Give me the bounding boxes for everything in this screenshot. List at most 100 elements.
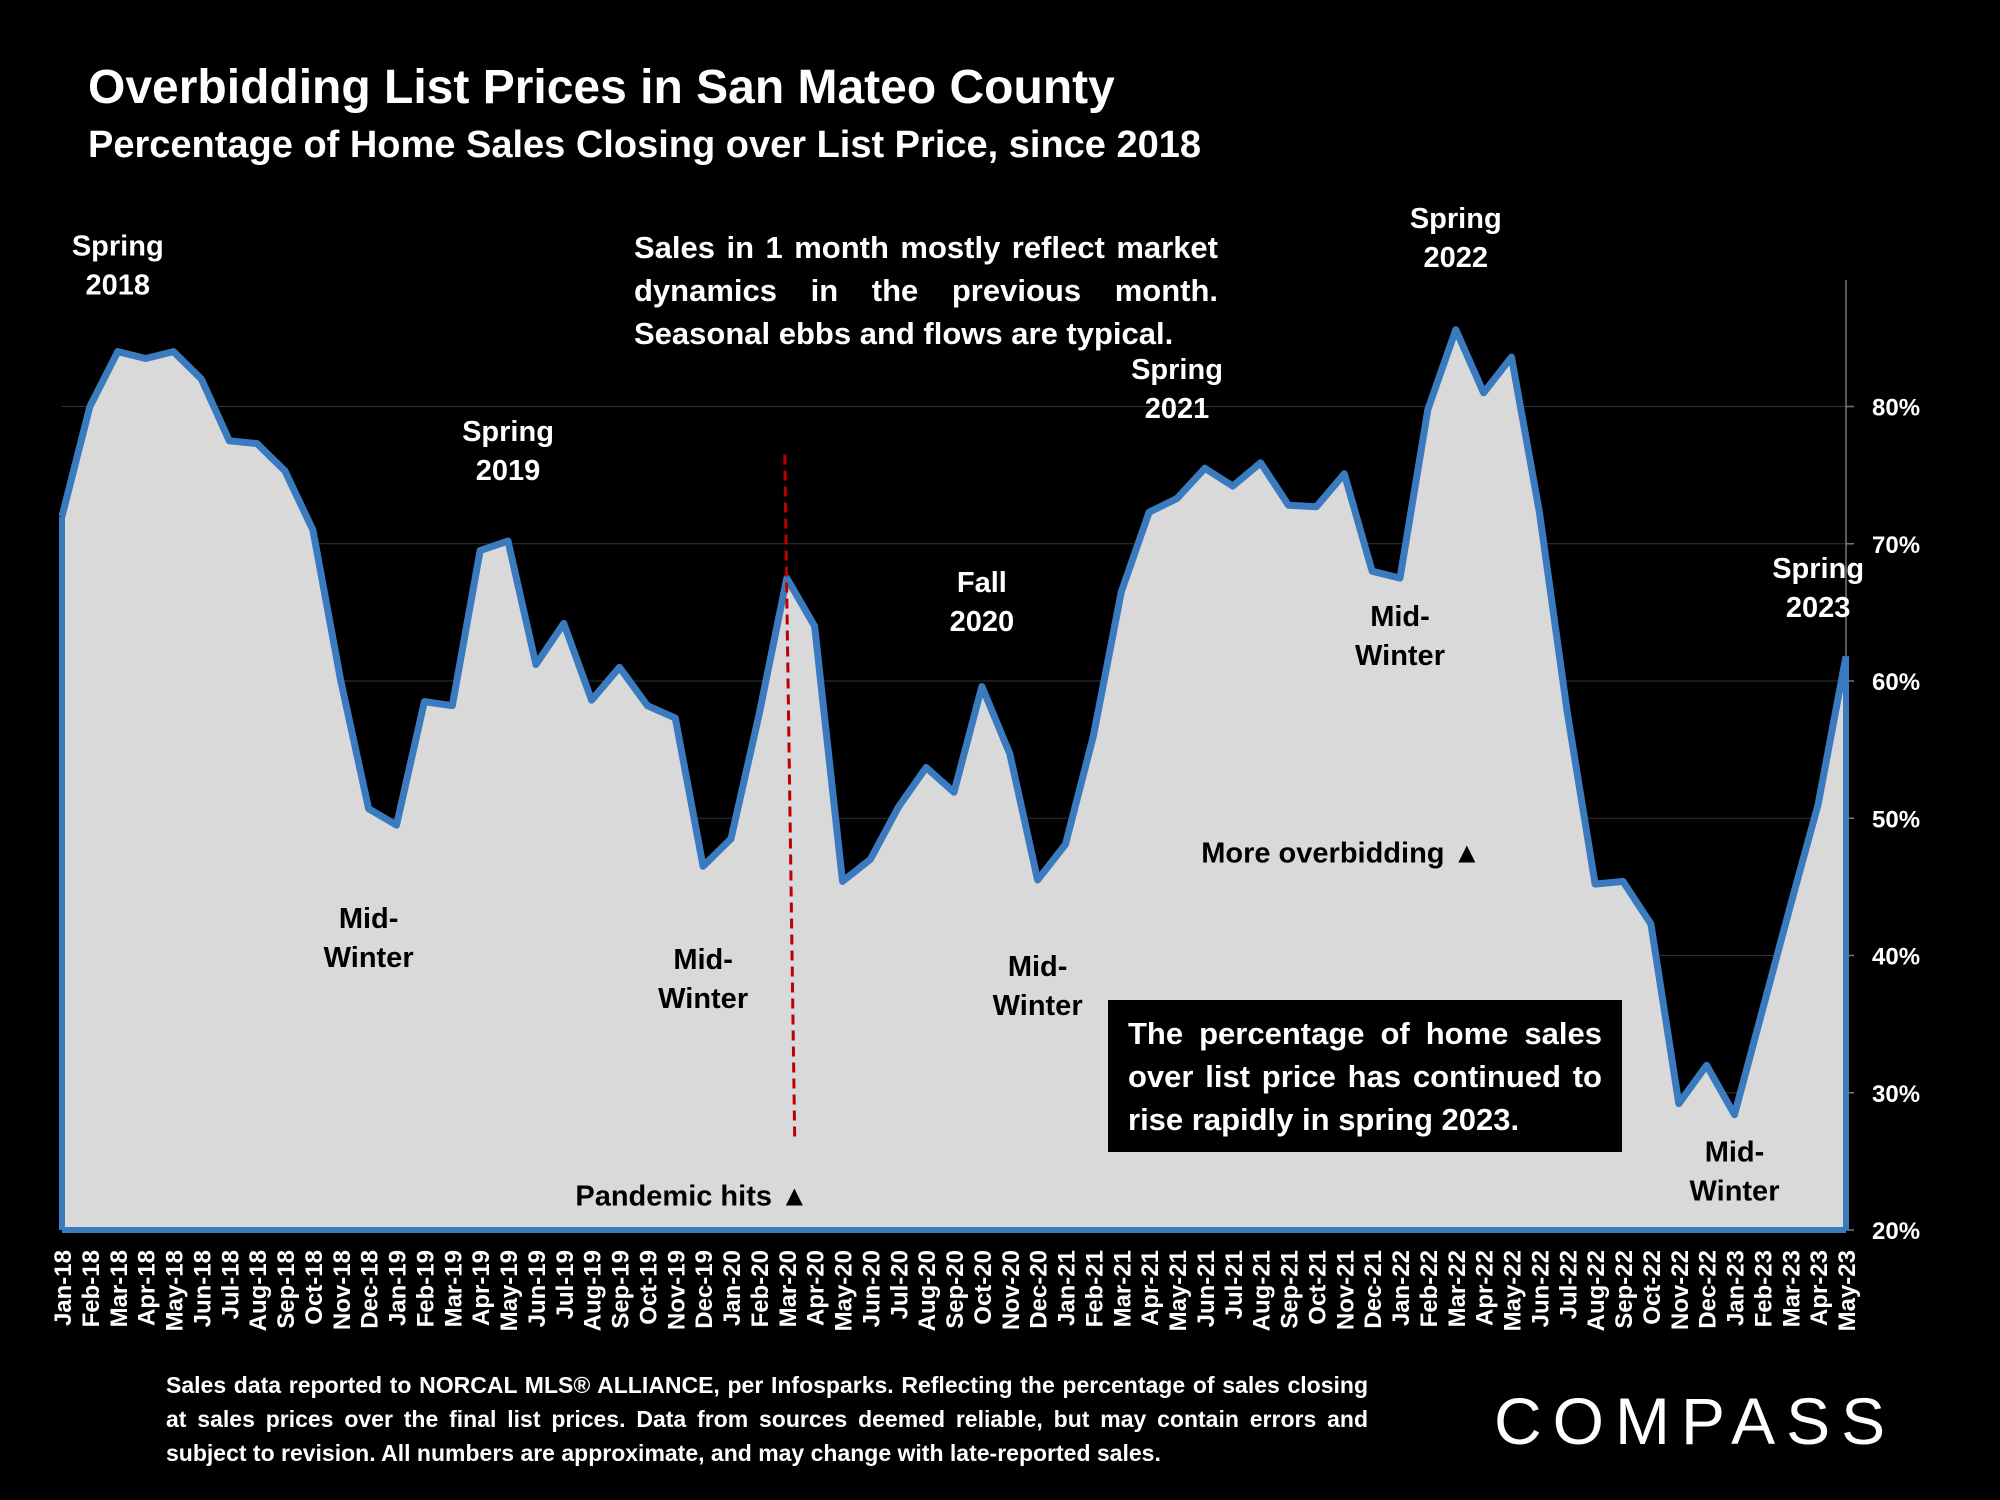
- y-tick-label: 80%: [1872, 395, 1920, 422]
- x-tick-label: Sep-22: [1611, 1250, 1638, 1329]
- x-tick-label: Jan-18: [50, 1250, 77, 1326]
- x-tick-label: Dec-18: [357, 1250, 384, 1329]
- annotation-label: 2020: [950, 606, 1015, 638]
- x-tick-label: Oct-21: [1304, 1250, 1331, 1325]
- annotation-label: Winter: [324, 942, 414, 974]
- annotation-label: Spring: [1131, 354, 1223, 386]
- x-tick-label: Jul-22: [1555, 1250, 1582, 1319]
- annotation-label: 2021: [1145, 393, 1210, 425]
- spring-2023-callout: The percentage of home sales over list p…: [1108, 1000, 1622, 1152]
- x-tick-label: Jan-19: [385, 1250, 412, 1326]
- x-tick-label: Apr-20: [803, 1250, 830, 1326]
- annotation-label: Mid-: [673, 944, 733, 976]
- y-tick-label: 30%: [1872, 1081, 1920, 1108]
- x-tick-label: Dec-21: [1360, 1250, 1387, 1329]
- x-tick-label: Dec-22: [1695, 1250, 1722, 1329]
- annotation-label: 2023: [1786, 592, 1851, 624]
- x-tick-label: Apr-21: [1137, 1250, 1164, 1326]
- annotation-label: Mid-: [1370, 601, 1430, 633]
- x-tick-label: Sep-18: [273, 1250, 300, 1329]
- x-tick-label: Aug-20: [914, 1250, 941, 1331]
- compass-logo-text: COMPASS: [1494, 1384, 1896, 1452]
- compass-logo: COMPASS: [1494, 1384, 1896, 1452]
- chart-subtitle: Percentage of Home Sales Closing over Li…: [88, 124, 1202, 166]
- x-tick-label: Feb-21: [1081, 1250, 1108, 1327]
- x-tick-label: Jun-21: [1193, 1250, 1220, 1327]
- x-tick-label: Feb-18: [78, 1250, 105, 1327]
- x-tick-label: Mar-19: [440, 1250, 467, 1327]
- series-line: [58, 326, 1850, 1119]
- x-tick-label: Oct-19: [635, 1250, 662, 1325]
- x-tick-label: Apr-18: [134, 1250, 161, 1326]
- annotation-label: 2019: [476, 455, 541, 487]
- x-tick-label: Jan-23: [1723, 1250, 1750, 1326]
- x-tick-label: Aug-21: [1249, 1250, 1276, 1331]
- market-dynamics-note: Sales in 1 month mostly reflect market d…: [634, 230, 1218, 351]
- x-tick-label: Jun-20: [858, 1250, 885, 1327]
- x-tick-label: Jul-19: [552, 1250, 579, 1319]
- annotation-label: Spring: [1772, 553, 1864, 585]
- y-tick-label: 50%: [1872, 806, 1920, 833]
- x-tick-label: Apr-23: [1806, 1250, 1833, 1326]
- x-tick-label: Jan-22: [1388, 1250, 1415, 1326]
- x-tick-label: Feb-20: [747, 1250, 774, 1327]
- annotation-labels: Spring 2018 Mid- Winter Spring 2019 Mid- Winter…: [72, 203, 1864, 1207]
- x-tick-label: Jun-18: [189, 1250, 216, 1327]
- pandemic-marker-line: [783, 454, 797, 1141]
- annotation-label: Spring: [462, 416, 554, 448]
- x-tick-label: Jul-21: [1221, 1250, 1248, 1319]
- chart-title: Overbidding List Prices in San Mateo Cou…: [88, 61, 1115, 114]
- annotation-label: Mid-: [339, 903, 399, 935]
- x-tick-label: Oct-22: [1639, 1250, 1666, 1325]
- annotation-label: Winter: [993, 990, 1083, 1022]
- pandemic-label: Pandemic hits ▲: [575, 1181, 808, 1213]
- x-tick-label: Oct-18: [301, 1250, 328, 1325]
- x-tick-label: Mar-18: [106, 1250, 133, 1327]
- annotation-label: 2022: [1423, 242, 1488, 274]
- x-tick-label: Oct-20: [970, 1250, 997, 1325]
- annotation-label: Spring: [72, 231, 164, 263]
- x-tick-label: May-22: [1500, 1250, 1527, 1331]
- x-tick-label: Nov-18: [329, 1250, 356, 1330]
- x-tick-label: Feb-19: [412, 1250, 439, 1327]
- x-tick-label: Nov-19: [663, 1250, 690, 1330]
- annotation-label: 2018: [85, 270, 150, 302]
- x-tick-label: Aug-18: [245, 1250, 272, 1331]
- x-tick-label: Nov-21: [1332, 1250, 1359, 1330]
- x-tick-label: Jun-19: [524, 1250, 551, 1327]
- x-tick-label: Jan-21: [1054, 1250, 1081, 1326]
- y-tick-labels: 20% 30% 40% 50% 60% 70% 80%: [1872, 395, 1920, 1245]
- annotation-label: Mid-: [1008, 951, 1068, 983]
- x-tick-label: Feb-23: [1750, 1250, 1777, 1327]
- x-tick-label: May-23: [1834, 1250, 1861, 1331]
- y-tick-label: 70%: [1872, 532, 1920, 559]
- annotation-label: Mid-: [1705, 1136, 1765, 1168]
- x-tick-label: Sep-21: [1277, 1250, 1304, 1329]
- x-tick-label: Jul-20: [886, 1250, 913, 1319]
- x-tick-label: May-20: [831, 1250, 858, 1331]
- x-tick-label: May-21: [1165, 1250, 1192, 1331]
- y-tick-label: 60%: [1872, 669, 1920, 696]
- x-tick-label: Mar-20: [775, 1250, 802, 1327]
- x-tick-labels: Jan-18 Feb-18 Mar-18 Apr-18 May-18 Jun-18 Jul-…: [50, 1250, 1861, 1331]
- x-tick-label: Jan-20: [719, 1250, 746, 1326]
- y-tick-label: 40%: [1872, 944, 1920, 971]
- x-tick-label: Nov-20: [998, 1250, 1025, 1330]
- y-tick-label: 20%: [1872, 1218, 1920, 1245]
- x-tick-label: Sep-20: [942, 1250, 969, 1329]
- x-tick-label: Feb-22: [1416, 1250, 1443, 1327]
- annotation-label: Winter: [1355, 640, 1445, 672]
- x-tick-label: Apr-19: [468, 1250, 495, 1326]
- annotation-label: Spring: [1410, 203, 1502, 235]
- x-tick-label: Apr-22: [1472, 1250, 1499, 1326]
- x-tick-label: Aug-19: [580, 1250, 607, 1331]
- x-tick-label: Sep-19: [608, 1250, 635, 1329]
- x-tick-label: May-19: [496, 1250, 523, 1331]
- x-tick-label: Jul-18: [217, 1250, 244, 1319]
- x-tick-label: Mar-23: [1778, 1250, 1805, 1327]
- x-tick-label: May-18: [162, 1250, 189, 1331]
- more-overbidding-label: More overbidding ▲: [1201, 838, 1481, 870]
- x-tick-label: Dec-20: [1026, 1250, 1053, 1329]
- source-footnote: Sales data reported to NORCAL MLS® ALLIA…: [166, 1372, 1368, 1466]
